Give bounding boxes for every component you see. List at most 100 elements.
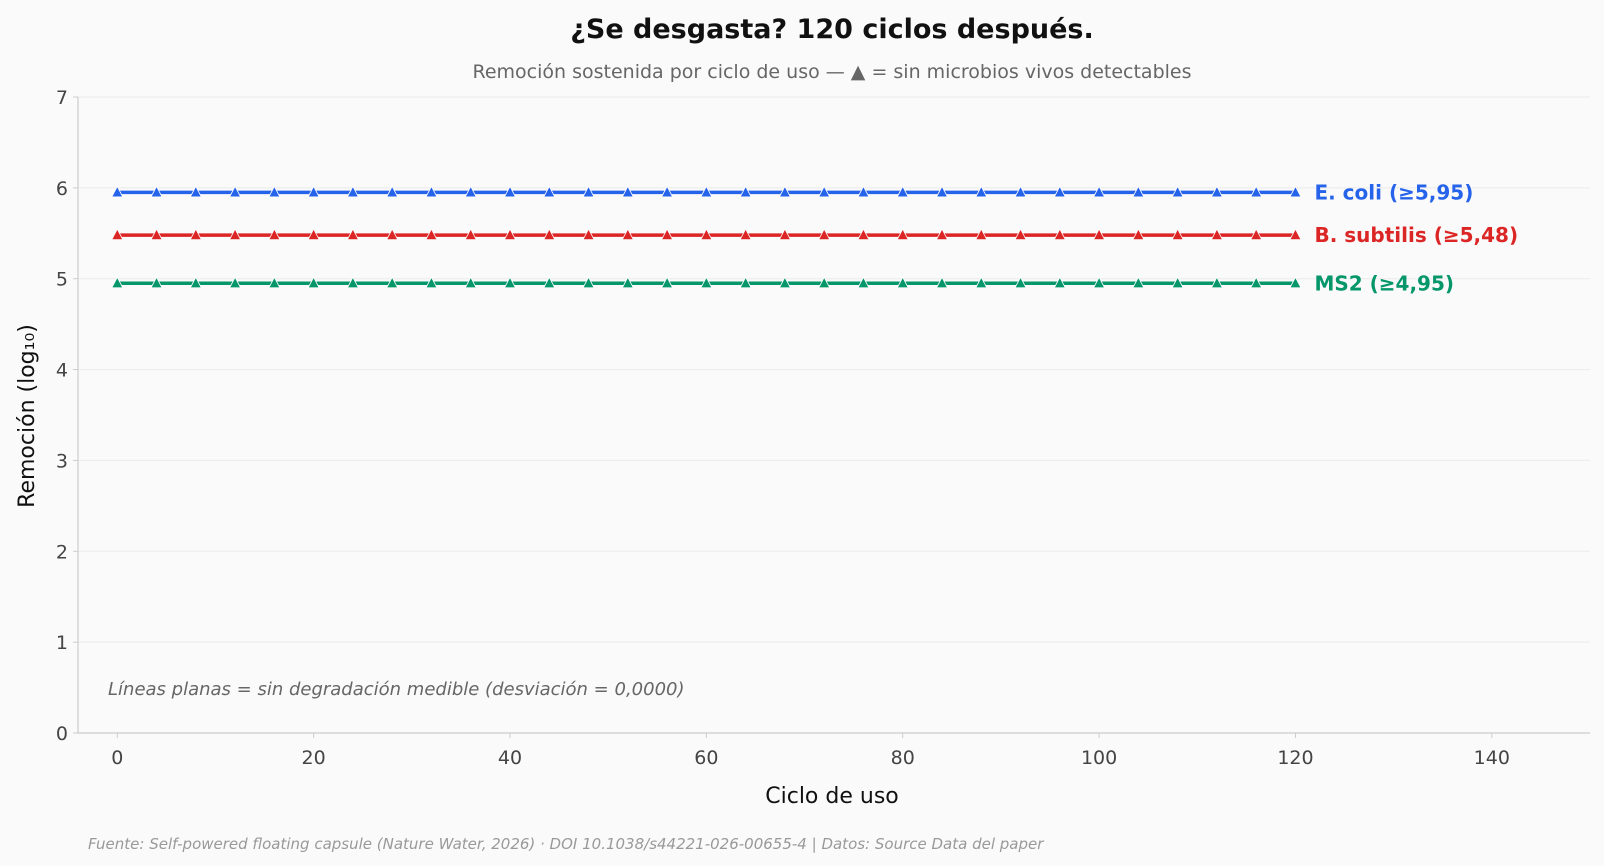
data-point [268, 185, 281, 198]
data-point [543, 276, 556, 289]
data-point [1250, 228, 1263, 241]
data-point [818, 185, 831, 198]
x-tick-label-4: 80 [891, 747, 915, 769]
data-point [778, 276, 792, 289]
x-axis-label: Ciclo de uso [765, 784, 899, 809]
data-point [896, 228, 909, 241]
data-point [503, 276, 517, 289]
data-point [1171, 228, 1184, 241]
data-point [346, 185, 360, 198]
data-point [739, 185, 752, 198]
data-point [503, 185, 517, 198]
data-point [150, 228, 163, 241]
y-tick-label-2: 2 [56, 541, 68, 563]
data-point [189, 276, 202, 289]
data-point [1092, 228, 1106, 241]
data-point [818, 228, 831, 241]
grid-lines [78, 96, 1590, 643]
data-point [896, 185, 909, 198]
data-point [543, 228, 556, 241]
data-point [1092, 185, 1106, 198]
data-point [111, 228, 124, 241]
data-point [739, 276, 752, 289]
y-tick-label-3: 3 [56, 450, 68, 472]
data-point [975, 228, 988, 241]
y-tick-label-7: 7 [56, 87, 68, 109]
data-point [111, 185, 124, 198]
data-point [228, 276, 242, 289]
data-point [464, 185, 477, 198]
data-point [660, 228, 674, 241]
data-point [228, 185, 242, 198]
x-tick-label-1: 20 [302, 747, 326, 769]
data-point [189, 185, 202, 198]
data-point [228, 228, 242, 241]
data-point [307, 228, 320, 241]
x-tick-label-7: 140 [1474, 747, 1510, 769]
data-point [386, 276, 399, 289]
data-point [425, 228, 438, 241]
data-point [857, 228, 870, 241]
data-point [857, 185, 870, 198]
data-point [582, 276, 595, 289]
data-point [935, 276, 949, 289]
data-point [425, 185, 438, 198]
data-point [268, 276, 281, 289]
data-point [818, 276, 831, 289]
y-tick-label-5: 5 [56, 269, 68, 291]
data-point [778, 185, 792, 198]
data-point [386, 185, 399, 198]
data-point [1014, 185, 1027, 198]
data-point [935, 185, 949, 198]
x-tick-label-2: 40 [498, 747, 522, 769]
chart-source: Fuente: Self-powered floating capsule (N… [88, 835, 1044, 853]
series-ms2: MS2 (≥4,95) [111, 271, 1454, 295]
data-point [621, 185, 634, 198]
data-point [621, 228, 634, 241]
data-point [464, 276, 477, 289]
data-point [346, 228, 360, 241]
data-point [660, 276, 674, 289]
y-tick-label-0: 0 [56, 723, 68, 745]
data-point [1250, 185, 1263, 198]
data-point [307, 185, 320, 198]
data-point [425, 276, 438, 289]
x-axis-ticks: 0 20 40 60 80 100 120 140 [111, 733, 1510, 769]
data-point [896, 276, 909, 289]
data-point [582, 185, 595, 198]
data-point [464, 228, 477, 241]
series-e-coli: E. coli (≥5,95) [111, 180, 1473, 204]
data-point [1053, 185, 1066, 198]
data-point [1132, 228, 1145, 241]
data-point [307, 276, 320, 289]
y-tick-label-1: 1 [56, 632, 68, 654]
data-point [1250, 276, 1263, 289]
data-point [778, 228, 792, 241]
data-point [1132, 185, 1145, 198]
data-point [700, 185, 713, 198]
data-point [150, 276, 163, 289]
data-point [935, 228, 949, 241]
data-point [621, 276, 634, 289]
data-point [1289, 228, 1302, 241]
series-b-subtilis: B. subtilis (≥5,48) [111, 223, 1518, 247]
data-point [582, 228, 595, 241]
data-point [189, 228, 202, 241]
y-tick-label-4: 4 [56, 360, 68, 382]
data-point [1053, 276, 1066, 289]
data-point [1210, 185, 1224, 198]
data-point [503, 228, 517, 241]
data-series: E. coli (≥5,95) B. subtilis (≥5,48) MS2 (≥… [111, 180, 1518, 295]
x-tick-label-5: 100 [1081, 747, 1117, 769]
data-point [1014, 276, 1027, 289]
data-point [543, 185, 556, 198]
data-point [660, 185, 674, 198]
series-label-ms2: MS2 (≥4,95) [1314, 271, 1454, 295]
series-label-e-coli: E. coli (≥5,95) [1314, 180, 1473, 204]
data-point [739, 228, 752, 241]
chart-title: ¿Se desgasta? 120 ciclos después. [570, 14, 1094, 45]
data-point [700, 276, 713, 289]
data-point [346, 276, 360, 289]
data-point [386, 228, 399, 241]
